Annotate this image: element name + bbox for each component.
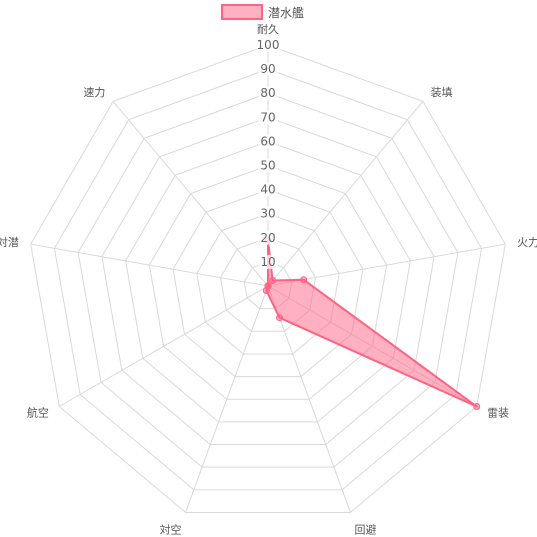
legend[interactable]: 潜水艦	[221, 4, 304, 20]
tick-label-100: 100	[257, 38, 280, 52]
axis-label-3: 雷装	[487, 407, 509, 420]
spoke-6	[59, 285, 269, 407]
grid-ring-40	[172, 189, 364, 378]
tick-label-50: 50	[260, 159, 275, 173]
spoke-4	[267, 285, 351, 513]
tick-label-bg	[258, 230, 278, 245]
spoke-2	[267, 243, 506, 287]
tick-label-bg	[258, 254, 278, 269]
spoke-5	[185, 285, 269, 513]
data-point-火力[interactable]	[300, 276, 308, 284]
tick-label-70: 70	[260, 110, 275, 124]
axis-label-4: 回避	[355, 523, 377, 537]
tick-label-bg	[258, 182, 278, 197]
tick-label-40: 40	[260, 183, 275, 197]
data-point-雷装[interactable]	[473, 403, 481, 410]
grid-ring-30	[196, 213, 340, 355]
grid-ring-100	[30, 44, 506, 513]
data-point-装填[interactable]	[269, 276, 277, 284]
grid-ring-70	[101, 116, 435, 446]
tick-label-90: 90	[260, 62, 275, 76]
radar-grid	[30, 44, 506, 513]
data-point-速力[interactable]	[264, 282, 272, 290]
grid-ring-20	[220, 237, 316, 332]
data-point-回避[interactable]	[276, 314, 284, 322]
spoke-1	[267, 101, 424, 287]
grid-ring-10	[243, 261, 293, 310]
radar-series	[262, 236, 481, 410]
tick-label-bg	[254, 38, 282, 52]
spoke-8	[112, 101, 269, 287]
tick-label-bg	[258, 110, 278, 125]
tick-label-bg	[258, 206, 278, 221]
grid-ring-90	[53, 68, 483, 491]
tick-label-bg	[258, 86, 278, 101]
axis-label-0: 耐久	[257, 23, 279, 36]
spoke-7	[30, 243, 269, 287]
tick-label-30: 30	[260, 207, 275, 221]
legend-swatch[interactable]	[221, 4, 263, 20]
axis-label-7: 対潜	[0, 235, 19, 249]
tick-label-20: 20	[260, 231, 275, 245]
grid-ring-80	[77, 92, 459, 468]
grid-ring-60	[125, 140, 411, 423]
radar-tick-labels: 10 20 30 40 50 60 70 80 90 100	[254, 38, 282, 269]
grid-ring-50	[148, 164, 388, 400]
tick-label-60: 60	[260, 134, 275, 148]
tick-label-bg	[258, 62, 278, 77]
axis-label-2: 火力	[517, 236, 537, 249]
tick-label-80: 80	[260, 86, 275, 100]
tick-label-bg	[258, 158, 278, 173]
axis-label-5: 対空	[159, 523, 181, 537]
tick-label-10: 10	[260, 255, 275, 269]
axis-label-6: 航空	[27, 406, 49, 420]
legend-label[interactable]: 潜水艦	[268, 6, 304, 20]
axis-label-1: 装填	[431, 85, 453, 99]
axis-label-8: 速力	[83, 86, 105, 99]
tick-label-bg	[258, 134, 278, 149]
